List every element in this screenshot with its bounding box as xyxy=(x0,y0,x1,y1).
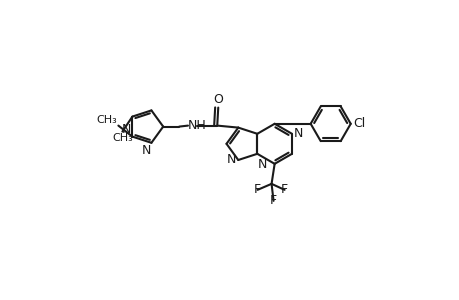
Text: NH: NH xyxy=(187,119,206,132)
Text: N: N xyxy=(257,158,267,171)
Text: N: N xyxy=(293,127,302,140)
Text: CH₃: CH₃ xyxy=(112,133,133,143)
Text: O: O xyxy=(213,93,223,106)
Text: Cl: Cl xyxy=(352,117,364,130)
Text: F: F xyxy=(280,183,287,196)
Text: F: F xyxy=(269,194,276,207)
Text: N: N xyxy=(141,144,151,157)
Text: N: N xyxy=(226,154,235,166)
Text: CH₃: CH₃ xyxy=(96,115,117,125)
Text: N: N xyxy=(122,123,131,136)
Text: F: F xyxy=(253,183,261,196)
